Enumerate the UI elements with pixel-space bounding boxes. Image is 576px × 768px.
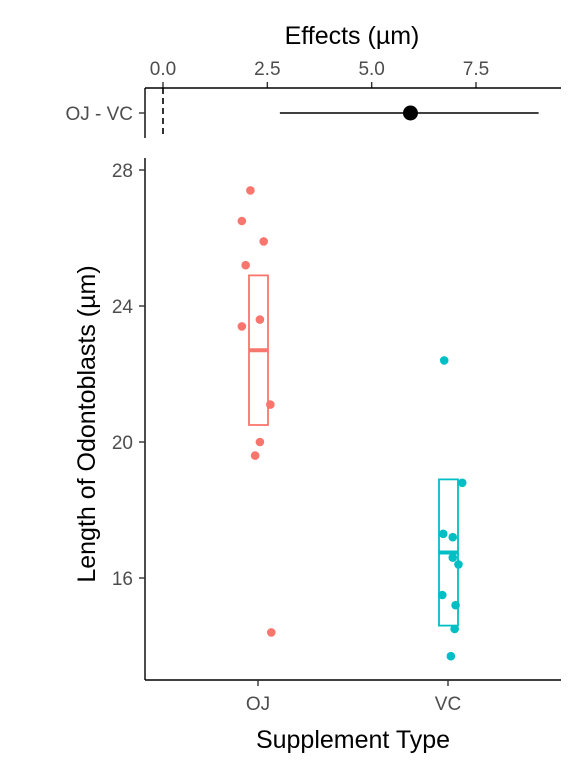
- data-point: [450, 624, 459, 634]
- data-point: [250, 451, 260, 460]
- group-oj: [237, 186, 276, 637]
- effects-marks: [162, 88, 539, 138]
- y-axis-title: Length of Odontoblasts (µm): [73, 265, 101, 582]
- effects-axis-title: Effects (µm): [285, 22, 420, 50]
- data-point: [255, 437, 265, 447]
- data-point: [237, 216, 247, 226]
- data-point: [438, 529, 448, 539]
- data-point: [457, 478, 467, 488]
- effects-category-label: OJ - VC: [65, 104, 133, 125]
- data-point: [255, 315, 265, 324]
- effects-x-tick-label: 2.5: [254, 59, 280, 80]
- effects-x-tick-label: 7.5: [463, 59, 489, 80]
- y-axis: 16 20 24 28: [112, 161, 145, 590]
- data-point: [454, 560, 463, 569]
- y-tick-label: 16: [112, 569, 133, 590]
- data-point: [438, 590, 447, 600]
- y-tick-label: 28: [112, 161, 133, 182]
- x-axis-title: Supplement Type: [256, 726, 450, 754]
- data-point: [246, 186, 255, 195]
- data-groups: [237, 186, 467, 661]
- effects-x-tick-label: 0.0: [150, 59, 176, 80]
- data-point: [451, 600, 460, 610]
- data-point: [448, 553, 458, 562]
- data-point: [448, 532, 458, 542]
- data-point: [439, 356, 449, 365]
- effect-estimate-point: [402, 105, 418, 121]
- data-point: [267, 628, 276, 637]
- y-tick-label: 20: [112, 433, 133, 454]
- data-point: [241, 260, 250, 270]
- data-point: [259, 237, 269, 246]
- group-vc: [438, 356, 467, 661]
- effects-panel: Effects (µm) 0.0 2.5 5.0 7.5 OJ - VC: [65, 22, 561, 138]
- effects-x-axis: 0.0 2.5 5.0 7.5: [150, 59, 489, 88]
- x-tick-label: VC: [435, 694, 461, 715]
- data-point: [237, 322, 247, 331]
- y-tick-label: 24: [112, 297, 134, 318]
- x-tick-label: OJ: [246, 694, 270, 715]
- data-point: [266, 400, 275, 409]
- data-point: [446, 651, 456, 661]
- main-panel: Length of Odontoblasts (µm) 16 20 24 28 OJ V…: [73, 158, 561, 754]
- effects-x-tick-label: 5.0: [358, 59, 384, 80]
- x-axis: OJ VC: [246, 680, 461, 715]
